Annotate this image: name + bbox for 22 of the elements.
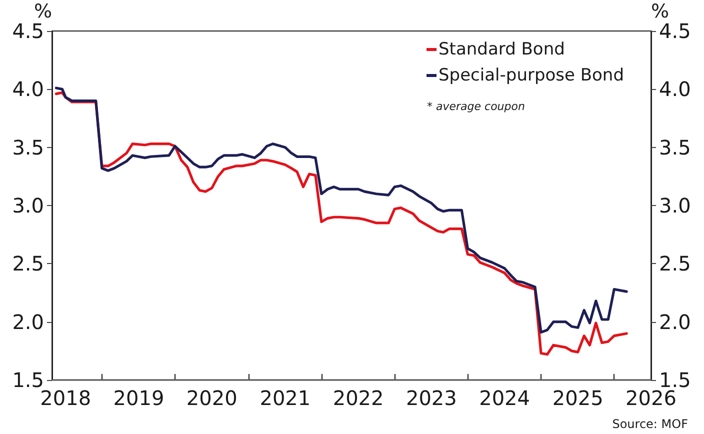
x-tick-label: 2021: [260, 386, 311, 410]
x-tick-label: 2019: [113, 386, 164, 410]
y-tick-label: 3.5: [12, 135, 44, 160]
y2-tick-label: 3.0: [659, 194, 691, 218]
y-tick-label: 2.0: [12, 310, 44, 334]
y2-tick-label: 4.0: [659, 77, 691, 102]
legend-label: Special-purpose Bond: [438, 66, 624, 86]
y2-tick-label: 3.5: [659, 135, 691, 160]
x-tick-label: 2022: [332, 386, 384, 410]
y2-tick-label: 2.5: [659, 252, 691, 276]
y-tick-label: 2.5: [12, 252, 44, 276]
y2-tick-label: 2.0: [659, 310, 691, 334]
y-tick-label: 3.0: [12, 194, 44, 218]
x-tick-label: 2023: [406, 386, 457, 410]
x-tick-label: 2024: [479, 386, 530, 410]
x-tick-label: 2026: [626, 386, 676, 410]
annotation: * average coupon: [427, 100, 525, 113]
source-note: Source: MOF: [612, 417, 688, 431]
x-tick-label: 2025: [552, 386, 604, 410]
legend-label: Standard Bond: [438, 40, 565, 60]
x-tick-label: 2020: [186, 386, 238, 410]
y-tick-label: 4.0: [12, 77, 44, 102]
